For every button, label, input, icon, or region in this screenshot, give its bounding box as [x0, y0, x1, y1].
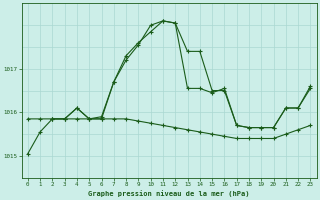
X-axis label: Graphe pression niveau de la mer (hPa): Graphe pression niveau de la mer (hPa) [88, 190, 250, 197]
